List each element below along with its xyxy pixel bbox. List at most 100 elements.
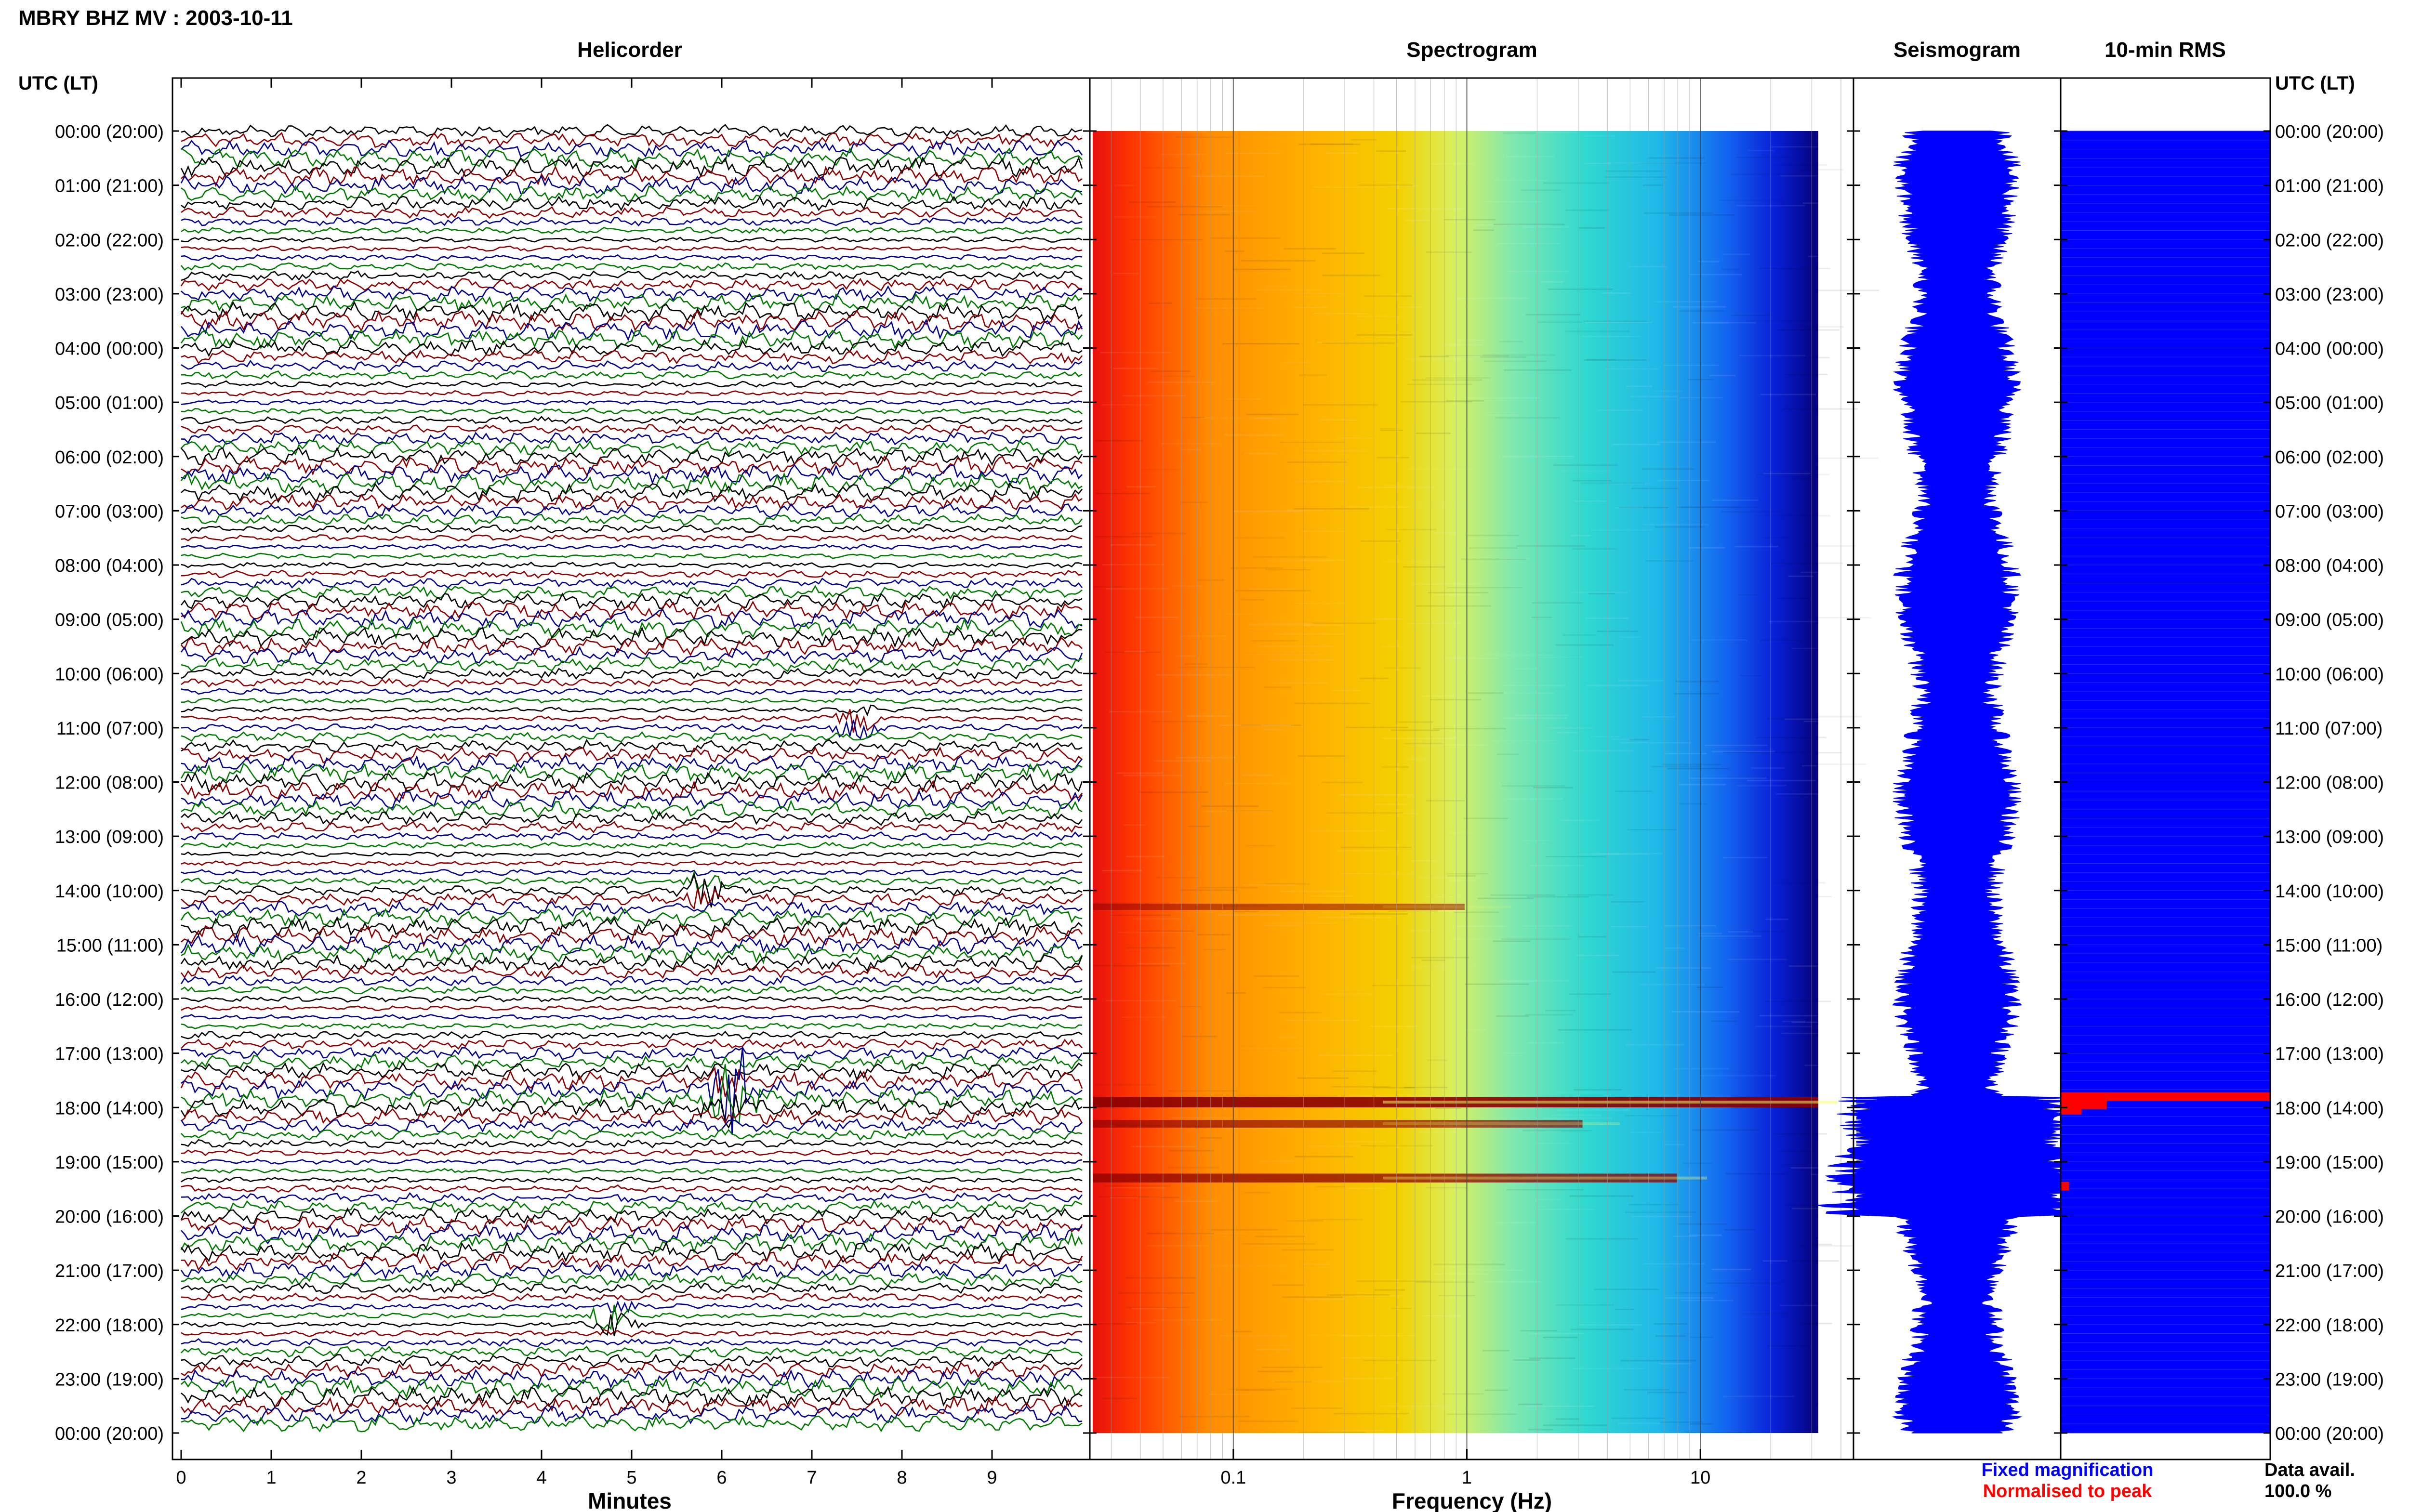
left-time-tick-label: 02:00 (22:00) (55, 230, 164, 250)
helicorder-trace (181, 1415, 1083, 1433)
spectrogram-event (1093, 904, 1465, 910)
helicorder-trace (181, 697, 1083, 704)
helicorder-x-tick-label: 8 (897, 1468, 907, 1488)
helicorder-trace (180, 933, 1083, 955)
helicorder-trace (181, 925, 1083, 947)
spectrogram-x-label: Frequency (Hz) (1392, 1488, 1552, 1512)
helicorder-trace (181, 943, 1083, 964)
helicorder-trace (181, 124, 1083, 138)
helicorder-trace (180, 617, 1083, 639)
helicorder-trace (181, 1129, 1083, 1141)
left-time-tick-label: 00:00 (20:00) (55, 1424, 164, 1444)
rms-peak (2061, 1092, 2270, 1101)
helicorder-trace (181, 790, 1083, 810)
helicorder-trace (181, 165, 1083, 187)
left-time-tick-label: 01:00 (21:00) (55, 176, 164, 197)
right-time-tick-label: 09:00 (05:00) (2275, 610, 2384, 631)
helicorder-trace (181, 1014, 1083, 1021)
helicorder-trace (180, 821, 1083, 834)
helicorder-trace (181, 270, 1083, 281)
helicorder-trace (181, 731, 1083, 743)
spectrogram-title: Spectrogram (1406, 38, 1537, 62)
helicorder-x-tick-label: 7 (807, 1468, 817, 1488)
left-time-tick-label: 09:00 (05:00) (55, 610, 164, 631)
right-time-tick-label: 19:00 (15:00) (2275, 1153, 2384, 1173)
helicorder-x-tick-label: 0 (176, 1468, 186, 1488)
helicorder-trace (181, 585, 1083, 600)
helicorder-trace (181, 1168, 1083, 1174)
helicorder-trace (181, 754, 1083, 774)
left-time-tick-label: 20:00 (16:00) (55, 1207, 164, 1227)
left-time-tick-label: 04:00 (00:00) (55, 339, 164, 359)
helicorder-trace (181, 524, 1083, 534)
helicorder-x-tick-label: 5 (626, 1468, 636, 1488)
helicorder-trace (181, 1192, 1083, 1204)
helicorder-trace (181, 439, 1083, 457)
left-time-tick-label: 22:00 (18:00) (55, 1315, 164, 1336)
helicorder-trace (181, 1038, 1083, 1050)
helicorder-trace (181, 482, 1083, 503)
right-time-ticks: 00:00 (20:00) 01:00 (21:00) 02:00 (22:00) 0… (1083, 122, 2384, 1444)
helicorder-x-tick-label: 2 (356, 1468, 366, 1488)
right-time-tick-label: 06:00 (02:00) (2275, 447, 2384, 468)
helicorder-trace (181, 1022, 1083, 1030)
right-time-tick-label: 00:00 (20:00) (2275, 1424, 2384, 1444)
right-time-axis-label: UTC (LT) (2275, 73, 2355, 94)
helicorder-trace (181, 561, 1083, 569)
left-time-ticks: 00:00 (20:00) 01:00 (21:00) 02:00 (22:00) 0… (55, 122, 2067, 1444)
helicorder-trace (181, 432, 1083, 446)
helicorder-trace (181, 236, 1083, 243)
helicorder-trace (181, 1149, 1083, 1157)
helicorder-trace (181, 503, 1083, 518)
helicorder-trace (181, 293, 1083, 313)
helicorder-trace (180, 646, 1083, 664)
left-time-tick-label: 08:00 (04:00) (55, 556, 164, 576)
helicorder-trace (180, 175, 1083, 195)
right-time-tick-label: 05:00 (01:00) (2275, 393, 2384, 413)
left-time-tick-label: 00:00 (20:00) (55, 122, 164, 142)
helicorder-trace (181, 1064, 1083, 1125)
right-time-tick-label: 22:00 (18:00) (2275, 1315, 2384, 1336)
helicorder-trace (181, 1176, 1083, 1183)
seismogram-trace (1817, 131, 2097, 1433)
right-time-tick-label: 01:00 (21:00) (2275, 176, 2384, 197)
rms-peak (2061, 1182, 2069, 1191)
helicorder-trace (181, 1062, 1083, 1082)
helicorder-trace (180, 1241, 1083, 1263)
helicorder-trace (180, 310, 1083, 332)
helicorder-trace (180, 329, 1083, 350)
right-time-tick-label: 07:00 (03:00) (2275, 501, 2384, 522)
helicorder-trace (181, 569, 1083, 579)
helicorder-trace (181, 370, 1083, 380)
helicorder-trace (181, 1184, 1083, 1194)
helicorder-trace (181, 709, 1083, 733)
helicorder-x-tick-label: 4 (536, 1468, 546, 1488)
right-time-tick-label: 20:00 (16:00) (2275, 1207, 2384, 1227)
left-time-tick-label: 07:00 (03:00) (55, 501, 164, 522)
helicorder-trace (181, 1030, 1083, 1040)
helicorder-trace (180, 156, 1083, 178)
helicorder-x-ticks: 0 1 2 3 4 5 6 7 8 9 (176, 78, 997, 1488)
helicorder-trace (181, 799, 1083, 818)
helicorder-x-tick-label: 3 (446, 1468, 456, 1488)
helicorder-trace (180, 608, 1083, 630)
helicorder-traces (180, 124, 1083, 1433)
helicorder-trace (181, 600, 1083, 621)
left-time-tick-label: 16:00 (12:00) (55, 990, 164, 1010)
helicorder-trace (181, 455, 1083, 476)
helicorder-trace (181, 513, 1083, 526)
left-time-tick-label: 14:00 (10:00) (55, 881, 164, 902)
figure-title: MBRY BHZ MV : 2003-10-11 (18, 6, 293, 30)
helicorder-trace (181, 678, 1083, 688)
left-time-tick-label: 03:00 (23:00) (55, 285, 164, 305)
helicorder-trace (181, 1345, 1083, 1358)
right-time-tick-label: 21:00 (17:00) (2275, 1261, 2384, 1281)
seismogram-envelope (1817, 131, 2097, 1433)
helicorder-trace (181, 746, 1083, 764)
spectrogram-event (1093, 1173, 1677, 1183)
helicorder-trace (180, 1066, 1083, 1097)
helicorder-trace (181, 1385, 1083, 1408)
helicorder-trace (181, 720, 1083, 740)
helicorder-trace (180, 1118, 1083, 1133)
helicorder-trace (181, 216, 1083, 227)
